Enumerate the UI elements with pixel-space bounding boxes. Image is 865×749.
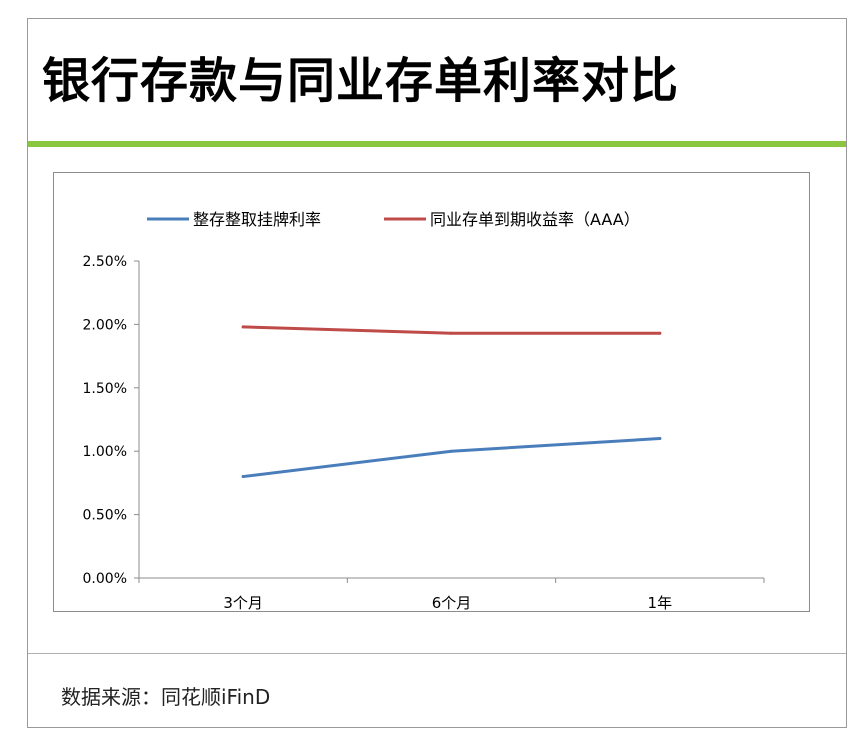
y-tick-label: 2.00%	[83, 317, 127, 333]
source-divider	[28, 653, 846, 654]
y-axis: 0.00% 0.50% 1.00% 1.50% 2.00% 2.50%	[83, 254, 140, 587]
page-title: 银行存款与同业存单利率对比	[42, 53, 680, 109]
data-point	[450, 331, 453, 335]
legend-label-1: 整存整取挂牌利率	[193, 210, 321, 229]
x-tick-label: 1年	[648, 594, 673, 611]
data-point	[658, 331, 662, 335]
data-point	[450, 449, 453, 453]
series-lines	[241, 325, 662, 479]
data-source: 数据来源：同花顺iFinD	[61, 685, 271, 709]
data-point	[241, 475, 245, 479]
y-tick-label: 2.50%	[83, 254, 127, 270]
y-tick-label: 0.00%	[83, 571, 127, 587]
chart-frame: 整存整取挂牌利率 同业存单到期收益率（AAA） 0.00% 0.50% 1.00% 1.…	[53, 172, 810, 612]
y-tick-label: 1.50%	[83, 381, 127, 397]
line-chart: 整存整取挂牌利率 同业存单到期收益率（AAA） 0.00% 0.50% 1.00% 1.…	[83, 210, 765, 612]
x-tick-label: 6个月	[432, 594, 472, 611]
legend-label-2: 同业存单到期收益率（AAA）	[430, 210, 640, 229]
series-line-1	[241, 437, 662, 479]
data-point	[658, 437, 662, 441]
title-accent-bar	[28, 141, 846, 147]
y-tick-label: 0.50%	[83, 508, 127, 524]
x-tick-label: 3个月	[223, 594, 263, 611]
y-tick-label: 1.00%	[83, 444, 127, 460]
x-axis: 3个月 6个月 1年	[138, 577, 765, 612]
data-point	[241, 325, 245, 329]
content-card: 银行存款与同业存单利率对比 整存整取挂牌利率 同业存单到期收益率（AAA） 0.0…	[27, 18, 847, 728]
chart-legend: 整存整取挂牌利率 同业存单到期收益率（AAA）	[147, 210, 640, 229]
